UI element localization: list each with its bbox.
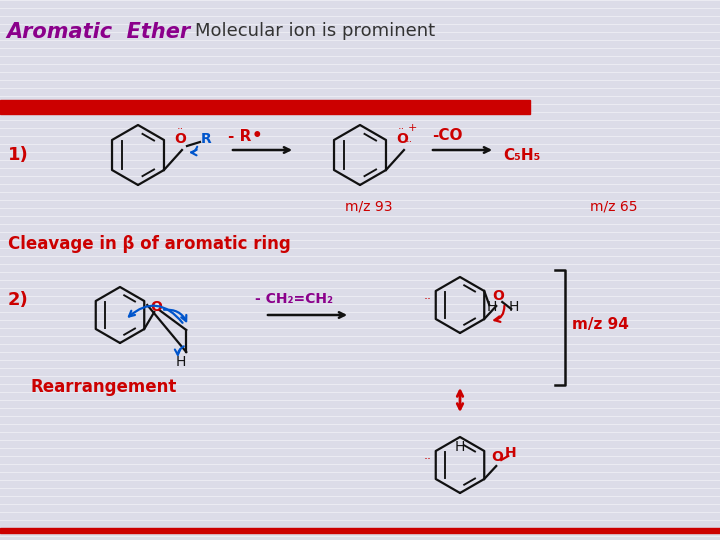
Text: H: H [505,446,516,460]
Text: C₅H₅: C₅H₅ [503,147,541,163]
Text: m/z 65: m/z 65 [590,199,637,213]
Text: ··: ·· [177,124,184,134]
Text: O: O [491,450,503,464]
Text: H: H [487,300,498,314]
Text: Molecular ion is prominent: Molecular ion is prominent [195,22,435,40]
Text: -CO: -CO [432,128,462,143]
Text: - R: - R [228,129,251,144]
Text: 2): 2) [8,291,29,309]
Text: ··: ·· [406,137,413,147]
Text: O: O [150,300,162,314]
Text: ··: ·· [424,293,432,306]
Text: +: + [408,123,418,133]
Text: - CH₂=CH₂: - CH₂=CH₂ [255,292,333,306]
Text: m/z 93: m/z 93 [345,199,392,213]
Text: H: H [455,440,465,454]
Text: H: H [176,355,186,369]
Bar [0,100,530,114]
Text: R: R [201,132,212,146]
Text: O: O [174,132,186,146]
Text: Cleavage in β of aromatic ring: Cleavage in β of aromatic ring [8,235,291,253]
Bar [0,528,720,533]
Text: ··: ·· [424,453,432,466]
Text: Aromatic  Ether: Aromatic Ether [6,22,190,42]
Text: H: H [509,300,519,314]
Text: m/z 94: m/z 94 [572,318,629,333]
Text: O: O [396,132,408,146]
Text: ··: ·· [398,124,405,134]
Text: 1): 1) [8,146,29,164]
Text: O: O [492,289,504,303]
Text: Rearrangement: Rearrangement [30,378,176,396]
Text: •: • [252,127,263,145]
